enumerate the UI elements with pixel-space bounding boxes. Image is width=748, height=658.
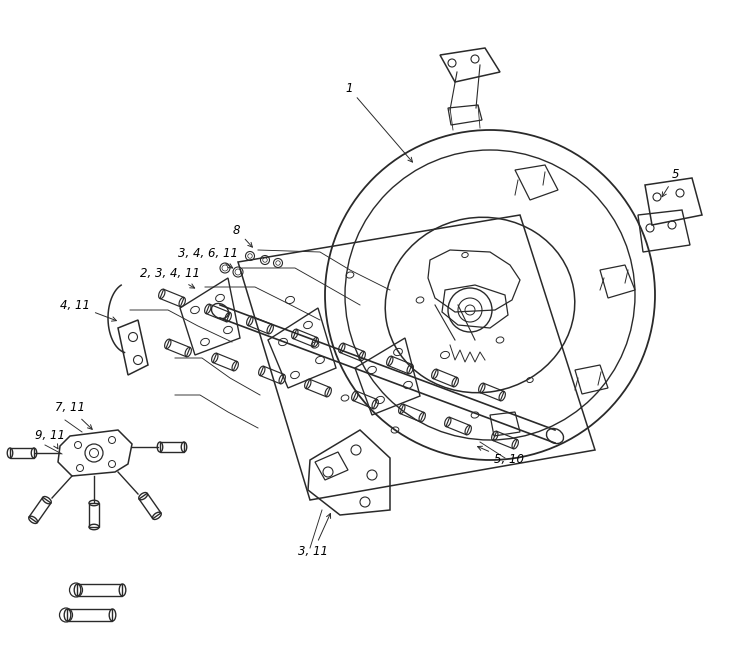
Text: 3, 4, 6, 11: 3, 4, 6, 11 <box>178 247 238 268</box>
Text: 4, 11: 4, 11 <box>60 299 117 321</box>
Text: 8: 8 <box>233 224 252 247</box>
Text: 1: 1 <box>345 82 412 162</box>
Text: 9, 11: 9, 11 <box>35 430 65 449</box>
Text: 2, 3, 4, 11: 2, 3, 4, 11 <box>140 268 200 288</box>
Text: 7, 11: 7, 11 <box>55 401 92 429</box>
Text: 5, 10: 5, 10 <box>477 446 524 467</box>
Text: 3, 11: 3, 11 <box>298 513 331 559</box>
Text: 5: 5 <box>662 168 679 197</box>
